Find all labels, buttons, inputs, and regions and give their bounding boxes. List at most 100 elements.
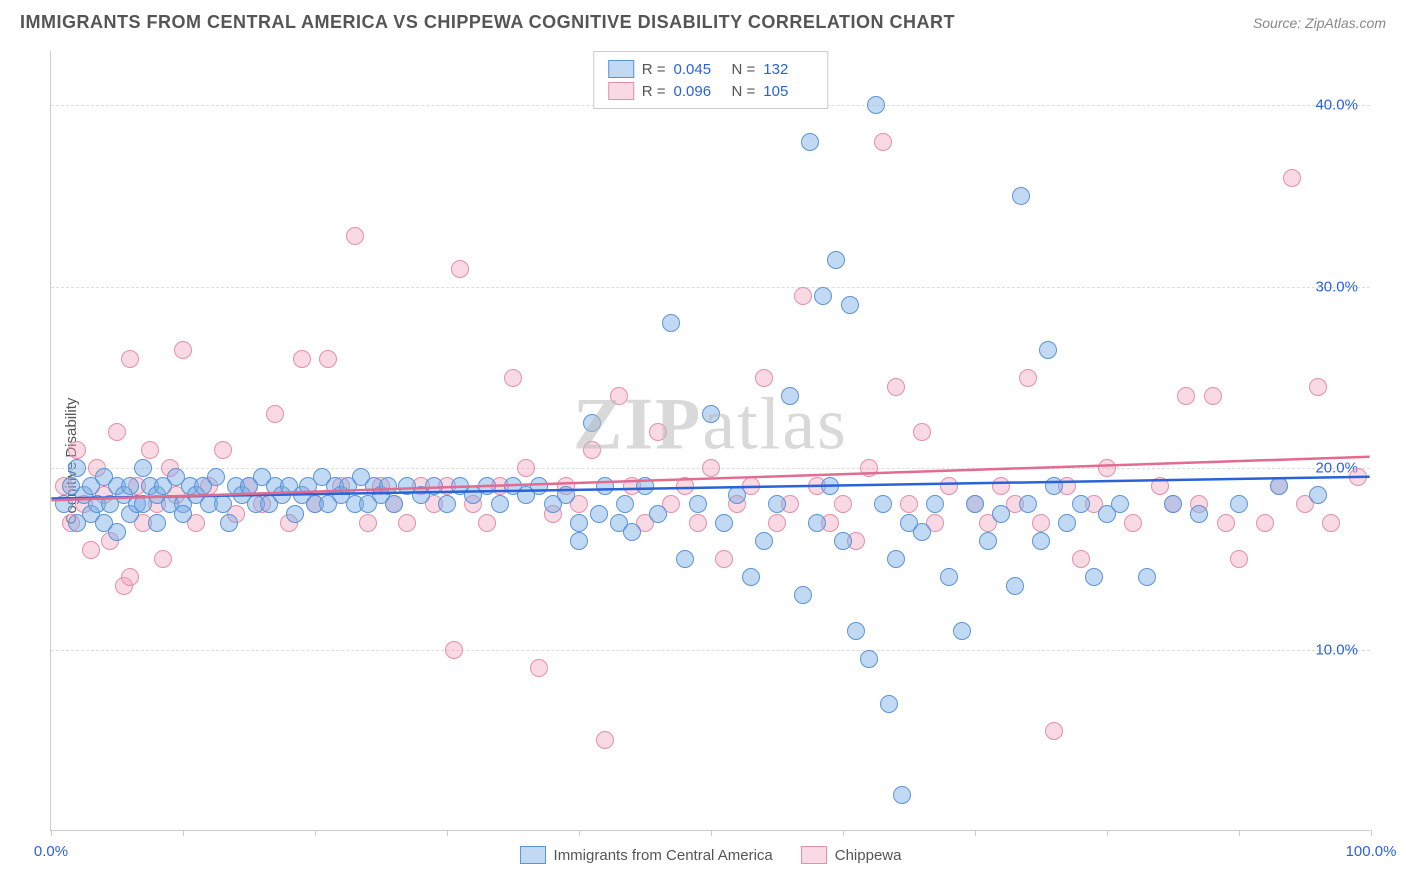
r-label-a: R = [642, 61, 666, 78]
data-point [1256, 514, 1274, 532]
x-tick [579, 830, 580, 836]
data-point [755, 532, 773, 550]
data-point [940, 568, 958, 586]
data-point [590, 505, 608, 523]
data-point [821, 477, 839, 495]
data-point [398, 514, 416, 532]
data-point [1085, 568, 1103, 586]
legend-row-series-a: R = 0.045 N = 132 [608, 58, 814, 80]
trend-lines [51, 51, 1370, 830]
data-point [1204, 387, 1222, 405]
data-point [1045, 722, 1063, 740]
data-point [1019, 495, 1037, 513]
data-point [814, 287, 832, 305]
data-point [1138, 568, 1156, 586]
data-point [346, 227, 364, 245]
data-point [926, 495, 944, 513]
source-label: Source: ZipAtlas.com [1253, 15, 1386, 31]
data-point [827, 251, 845, 269]
data-point [1164, 495, 1182, 513]
data-point [1072, 495, 1090, 513]
data-point [491, 495, 509, 513]
data-point [1349, 468, 1367, 486]
x-tick [975, 830, 976, 836]
n-label-a: N = [732, 61, 756, 78]
data-point [913, 523, 931, 541]
data-point [702, 405, 720, 423]
data-point [834, 495, 852, 513]
data-point [1309, 486, 1327, 504]
y-tick-label: 10.0% [1315, 641, 1358, 658]
x-tick-label-max: 100.0% [1346, 843, 1397, 860]
data-point [530, 477, 548, 495]
data-point [676, 550, 694, 568]
data-point [214, 495, 232, 513]
data-point [1045, 477, 1063, 495]
y-tick-label: 40.0% [1315, 97, 1358, 114]
data-point [174, 505, 192, 523]
r-value-b: 0.096 [674, 83, 724, 100]
x-tick [51, 830, 52, 836]
data-point [689, 514, 707, 532]
data-point [841, 296, 859, 314]
data-point [794, 586, 812, 604]
data-point [1098, 459, 1116, 477]
data-point [992, 505, 1010, 523]
x-tick [447, 830, 448, 836]
x-tick [1239, 830, 1240, 836]
data-point [68, 459, 86, 477]
data-point [1072, 550, 1090, 568]
data-point [992, 477, 1010, 495]
x-tick [315, 830, 316, 836]
data-point [860, 459, 878, 477]
data-point [880, 695, 898, 713]
data-point [715, 514, 733, 532]
data-point [1309, 378, 1327, 396]
data-point [874, 495, 892, 513]
data-point [1270, 477, 1288, 495]
legend-swatch-b [608, 82, 634, 100]
data-point [583, 414, 601, 432]
data-point [1217, 514, 1235, 532]
r-label-b: R = [642, 83, 666, 100]
data-point [517, 459, 535, 477]
data-point [1322, 514, 1340, 532]
data-point [266, 405, 284, 423]
series-a-name: Immigrants from Central America [554, 847, 773, 864]
data-point [596, 731, 614, 749]
data-point [794, 287, 812, 305]
data-point [900, 495, 918, 513]
gridline-h [51, 650, 1370, 651]
data-point [1006, 577, 1024, 595]
data-point [689, 495, 707, 513]
chart-header: IMMIGRANTS FROM CENTRAL AMERICA VS CHIPP… [0, 0, 1406, 41]
y-tick-label: 30.0% [1315, 278, 1358, 295]
data-point [1124, 514, 1142, 532]
x-tick [711, 830, 712, 836]
legend-swatch-b2 [801, 846, 827, 864]
data-point [742, 568, 760, 586]
data-point [649, 505, 667, 523]
gridline-h [51, 287, 1370, 288]
data-point [207, 468, 225, 486]
data-point [755, 369, 773, 387]
data-point [834, 532, 852, 550]
legend-swatch-a2 [520, 846, 546, 864]
data-point [148, 514, 166, 532]
data-point [1230, 550, 1248, 568]
data-point [220, 514, 238, 532]
data-point [134, 459, 152, 477]
legend-item-a: Immigrants from Central America [520, 846, 773, 864]
data-point [1190, 505, 1208, 523]
data-point [451, 260, 469, 278]
data-point [887, 378, 905, 396]
data-point [1039, 341, 1057, 359]
data-point [847, 622, 865, 640]
data-point [887, 550, 905, 568]
data-point [121, 568, 139, 586]
data-point [385, 495, 403, 513]
data-point [966, 495, 984, 513]
chart-area: Cognitive Disability ZIPatlas R = 0.045 … [0, 41, 1406, 881]
data-point [616, 495, 634, 513]
x-tick [183, 830, 184, 836]
